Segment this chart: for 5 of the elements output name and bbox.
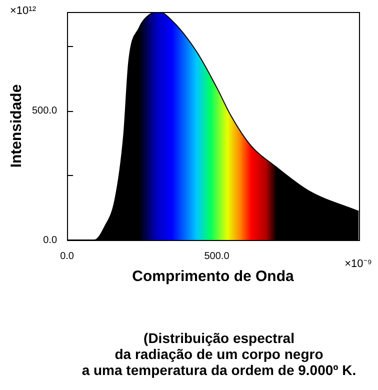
text: ×10⁻⁹ [344,258,372,270]
x-axis-title: Comprimento de Onda [132,268,294,286]
text: ×10¹² [10,5,36,17]
text: (Distribuição espectral da radiação de um corpo negro a uma temperatura da ordem de 9.000º K. [80,330,358,378]
y-axis-title: Intensidade [8,84,26,168]
